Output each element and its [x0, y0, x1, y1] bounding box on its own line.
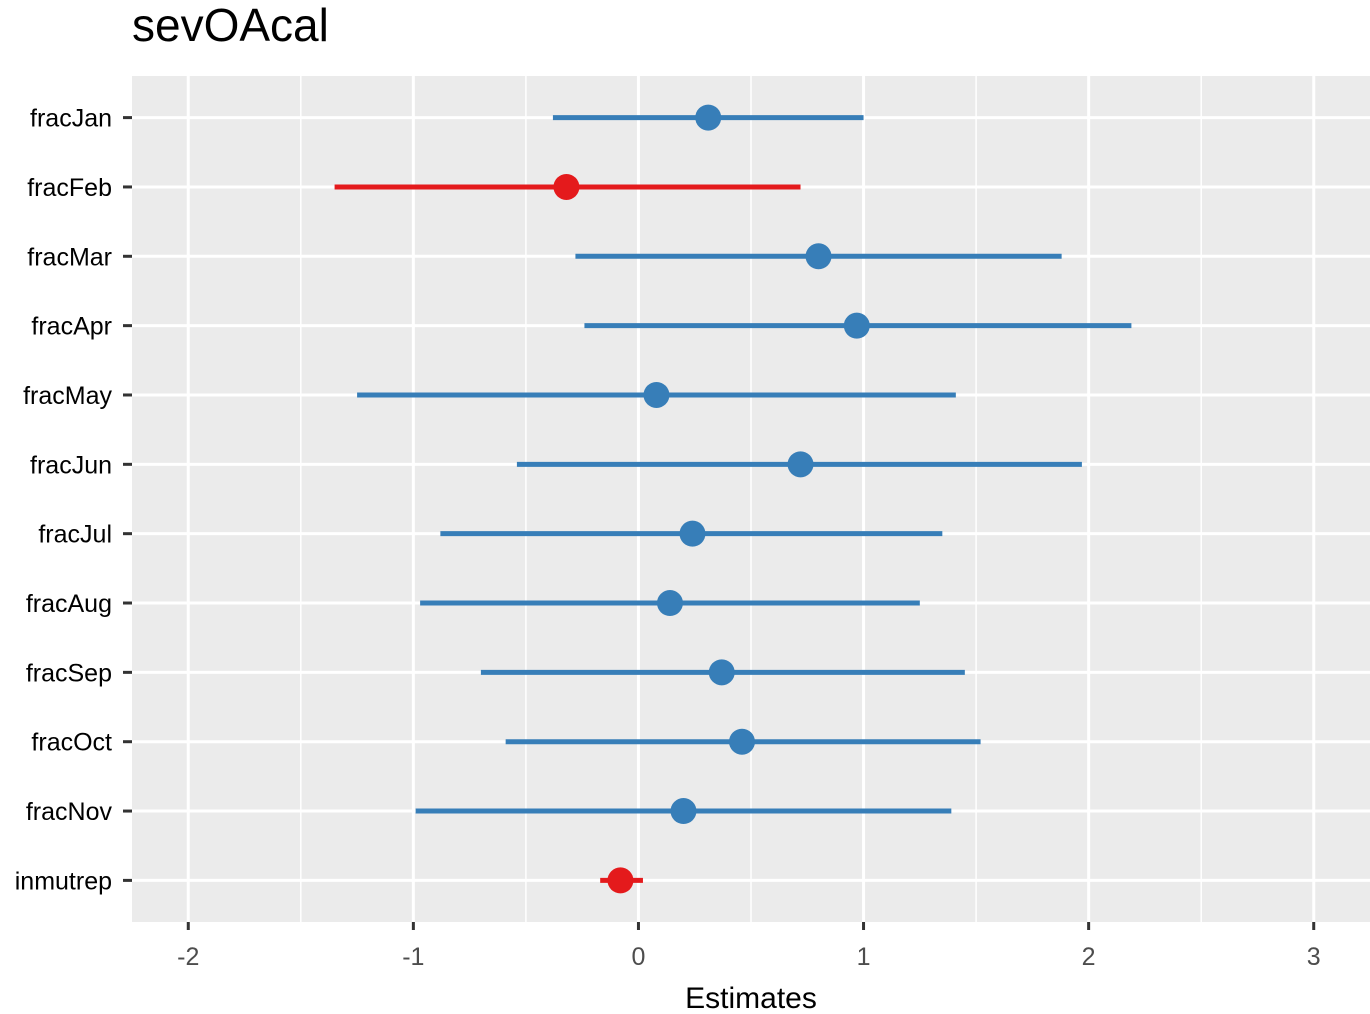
y-tick-label: fracAug — [26, 590, 112, 618]
y-tick-label: fracSep — [26, 659, 112, 687]
y-tick-label: fracJun — [30, 451, 112, 479]
estimate-marks — [334, 104, 1132, 894]
y-tick-label: fracMar — [27, 243, 112, 271]
estimate-point-fracJun — [787, 451, 814, 478]
y-tick-label: fracJan — [30, 105, 112, 133]
x-tick-label: 1 — [857, 943, 871, 971]
estimate-point-fracMay — [643, 381, 670, 408]
x-tick-label: -2 — [177, 943, 199, 971]
estimate-point-fracMar — [805, 243, 832, 270]
estimate-point-fracFeb — [553, 173, 580, 200]
y-tick-label: fracApr — [31, 313, 112, 341]
estimate-point-fracJul — [679, 520, 706, 547]
y-tick-label: fracNov — [26, 798, 113, 826]
x-axis: -2 -1 0 1 2 3 — [177, 922, 1321, 971]
x-tick-label: -1 — [402, 943, 424, 971]
y-tick-label: fracJul — [38, 521, 112, 549]
estimate-point-fracJan — [695, 104, 722, 131]
estimate-point-fracNov — [670, 798, 697, 825]
x-axis-label: Estimates — [685, 982, 817, 1009]
y-tick-label: fracOct — [31, 729, 112, 757]
x-tick-label: 3 — [1307, 943, 1321, 971]
y-tick-label: fracFeb — [27, 174, 112, 202]
estimate-point-fracApr — [843, 312, 870, 339]
x-tick-label: 2 — [1082, 943, 1096, 971]
y-tick-label: fracMay — [23, 382, 112, 410]
estimate-point-fracAug — [656, 590, 683, 617]
y-axis: fracJan fracFeb fracMar fracApr fracMay fracJ… — [15, 105, 132, 895]
estimate-point-inmutrep — [607, 867, 634, 894]
chart-title: sevOAcal — [132, 0, 329, 51]
estimate-point-fracSep — [708, 659, 735, 686]
estimate-point-fracOct — [728, 728, 755, 755]
x-tick-label: 0 — [632, 943, 646, 971]
y-tick-label: inmutrep — [15, 867, 112, 895]
